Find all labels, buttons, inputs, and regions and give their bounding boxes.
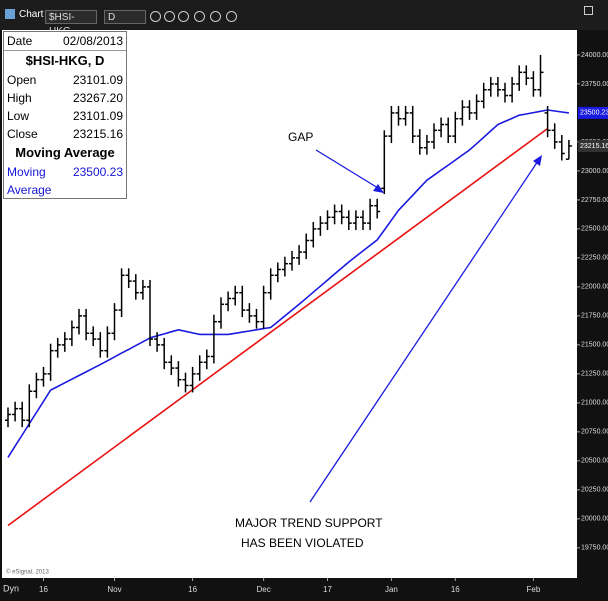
info-row: Close 23215.16	[4, 125, 126, 143]
y-tick-label: 23000.00	[581, 168, 608, 175]
annotation: HAS BEEN VIOLATED	[241, 536, 364, 550]
last-close-label: 23215.16	[580, 143, 608, 150]
y-tick-label: 23750.00	[581, 81, 608, 88]
info-row: Open 23101.09	[4, 71, 126, 89]
arrow-head	[533, 155, 542, 166]
interval-input[interactable]: D	[104, 10, 146, 24]
y-tick-label: 22000.00	[581, 284, 608, 291]
info-panel: Date 02/08/2013 $HSI-HKG, D Open 23101.09 H…	[3, 31, 127, 199]
x-tick-label: Nov	[107, 585, 121, 594]
last-close-box	[578, 139, 608, 152]
y-tick-label: 21000.00	[581, 400, 608, 407]
y-tick-label: 22250.00	[581, 255, 608, 262]
annotation-arrow	[315, 149, 379, 189]
annotation: MAJOR TREND SUPPORT	[235, 516, 383, 530]
close-button[interactable]	[584, 6, 593, 15]
toolbar: Chart $HSI-HKG D	[0, 0, 608, 37]
price-axis	[577, 30, 608, 601]
info-label: Moving Average	[7, 165, 52, 197]
last-ma-label: 23500.23	[580, 110, 608, 117]
info-heading: $HSI-HKG, D	[25, 53, 105, 68]
info-value: 23500.23	[72, 165, 123, 179]
y-tick-label: 20750.00	[581, 429, 608, 436]
moving-average-line	[7, 109, 570, 458]
info-row: Date 02/08/2013	[4, 32, 126, 51]
info-value: 23267.20	[72, 91, 123, 105]
x-tick-label: Jan	[385, 585, 398, 594]
info-rows: Open 23101.09 High 23267.20 Low 23101.09 Close…	[4, 71, 126, 143]
corner-label: Dyn	[3, 583, 19, 593]
study-heading: Moving Average	[15, 145, 115, 160]
y-tick-label: 22500.00	[581, 226, 608, 233]
y-tick-label: 20250.00	[581, 487, 608, 494]
x-tick-label: 16	[39, 585, 48, 594]
info-label: Open	[7, 73, 37, 87]
info-label: Low	[7, 109, 30, 123]
info-row: High 23267.20	[4, 89, 126, 107]
y-tick-label: 21250.00	[581, 371, 608, 378]
info-row: Low 23101.09	[4, 107, 126, 125]
x-tick-label: 16	[188, 585, 197, 594]
last-ma-box	[578, 106, 608, 119]
y-tick-label: 21500.00	[581, 342, 608, 349]
info-label: High	[7, 91, 32, 105]
window-title: Chart	[19, 9, 44, 20]
y-tick-label: 19750.00	[581, 545, 608, 552]
x-tick-label: 16	[451, 585, 460, 594]
x-tick-label: Feb	[527, 585, 541, 594]
info-label: Date	[7, 34, 33, 48]
y-tick-label: 20000.00	[581, 516, 608, 523]
tool-icon[interactable]	[194, 11, 205, 22]
tool-icon[interactable]	[210, 11, 221, 22]
chart-icon	[5, 9, 15, 19]
y-tick-label: 20500.00	[581, 458, 608, 465]
y-tick-label: 21750.00	[581, 313, 608, 320]
info-value: 23101.09	[72, 109, 123, 123]
arrow-head	[373, 184, 384, 193]
info-value: 02/08/2013	[62, 34, 123, 48]
info-value: 23101.09	[72, 73, 123, 87]
annotation-arrow	[309, 160, 539, 503]
time-axis	[0, 578, 608, 601]
x-tick-label: 17	[323, 585, 332, 594]
y-tick-label: 22750.00	[581, 197, 608, 204]
annotation: GAP	[288, 130, 313, 144]
tool-icon[interactable]	[226, 11, 237, 22]
info-row: Moving Average 23500.23	[4, 163, 126, 197]
tool-icon[interactable]	[150, 11, 161, 22]
trend-line	[7, 127, 549, 527]
tool-icon[interactable]	[164, 11, 175, 22]
y-tick-label: 24000.00	[581, 52, 608, 59]
tool-icon[interactable]	[178, 11, 189, 22]
info-value: 23215.16	[72, 127, 123, 141]
info-label: Close	[7, 127, 38, 141]
copyright: © eSignal, 2013	[6, 569, 49, 576]
x-tick-label: Dec	[256, 585, 270, 594]
